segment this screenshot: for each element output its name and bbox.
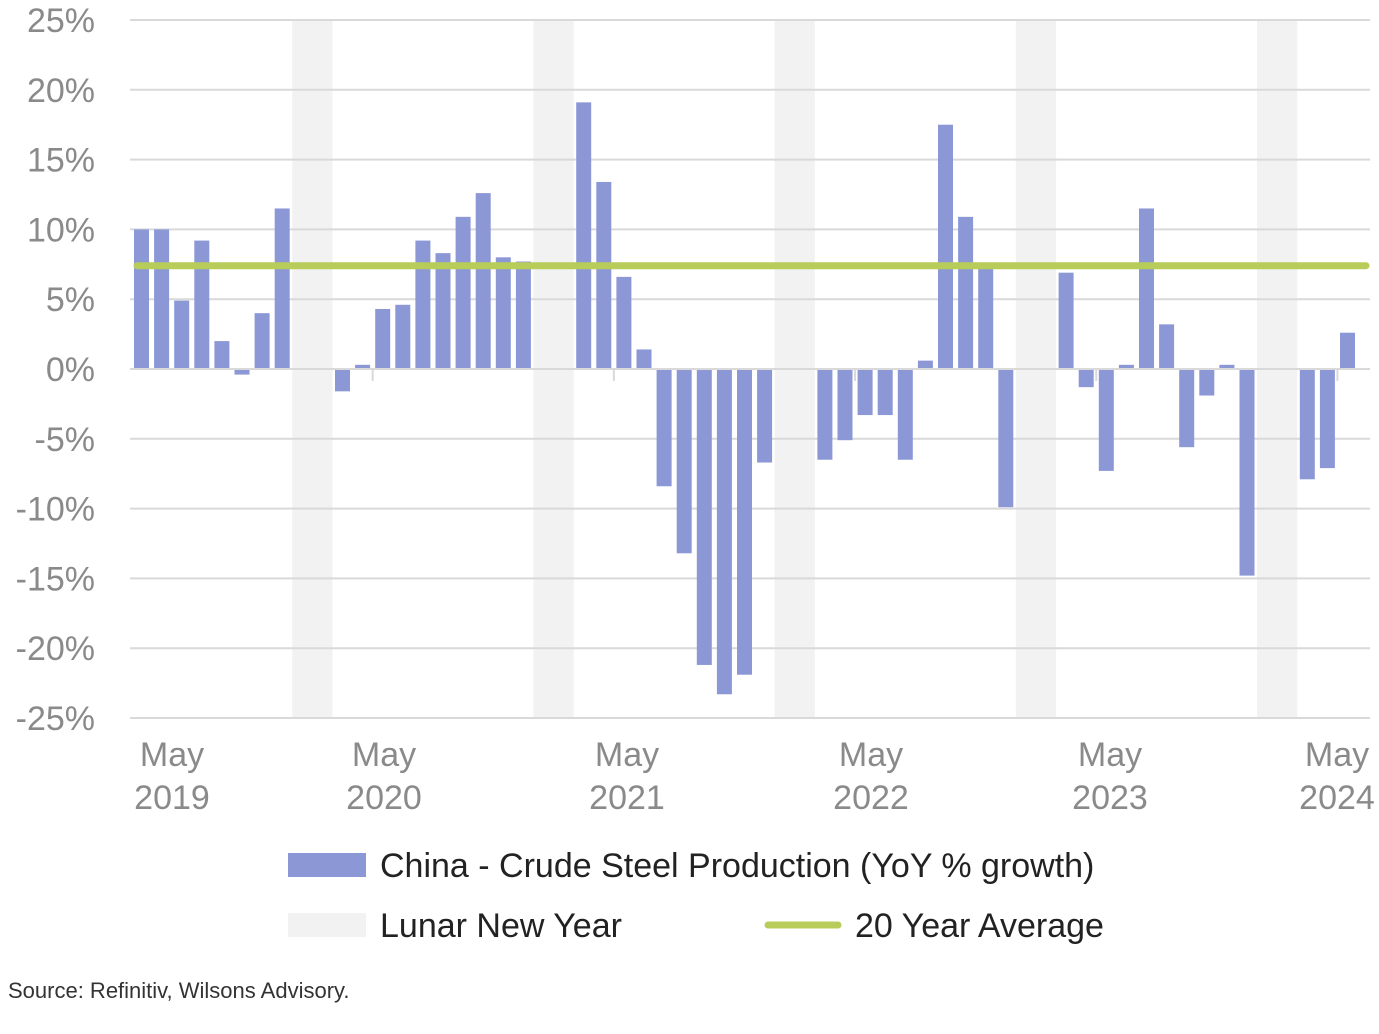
y-tick-label: -15% [16,560,95,598]
bar [837,369,853,441]
source-note: Source: Refinitiv, Wilsons Advisory. [8,978,350,1003]
x-axis: May 2019 May 2020 May 2021 May 2022 May 2023 May 20… [130,368,1375,817]
bar [757,369,773,463]
x-tick-label-year: 2023 [1072,779,1148,817]
x-tick-label-month: May [595,736,659,774]
bar [917,360,933,369]
bar [355,364,371,369]
bar [174,300,190,369]
bar [817,369,833,460]
y-tick-label: 25% [27,2,95,40]
y-tick-label: -20% [16,630,95,668]
bar [154,229,170,369]
y-tick-label: 15% [27,142,95,180]
bar [475,193,491,369]
x-tick-label-year: 2019 [134,779,210,817]
bar [455,216,471,369]
bar [375,308,391,369]
legend: China - Crude Steel Production (YoY % gr… [288,847,1104,945]
bar [676,369,692,554]
bar [576,102,592,369]
bar [1319,369,1335,469]
bar [1118,364,1134,369]
bar [1098,369,1114,471]
bar [1058,272,1074,369]
bar [1179,369,1195,448]
bar [515,261,531,369]
bar [596,181,612,369]
y-tick-label: -10% [16,491,95,529]
bar [897,369,913,460]
legend-swatch-steel-production [288,853,366,877]
x-tick-label-month: May [839,736,903,774]
x-tick-label-month: May [352,736,416,774]
bar [1078,369,1094,388]
bar [998,369,1014,508]
y-tick-label: 20% [27,72,95,110]
bar [1219,364,1235,369]
bar [716,369,732,695]
bar [495,257,511,369]
legend-label-lunar-new-year: Lunar New Year [380,907,622,945]
legend-label-steel-production: China - Crude Steel Production (YoY % gr… [380,847,1094,885]
legend-label-twenty-year-average: 20 Year Average [855,907,1104,945]
y-tick-label: -5% [35,421,95,459]
y-tick-label: 5% [46,281,95,319]
bar [696,369,712,665]
bar [656,369,672,487]
bar [234,369,250,375]
x-tick-label-year: 2022 [833,779,909,817]
bar [1340,332,1355,369]
bar [1159,324,1175,369]
bar [1139,208,1154,369]
y-tick-label: 10% [27,211,95,249]
x-tick-label-month: May [140,736,204,774]
bar [335,369,350,392]
bar [1299,369,1315,480]
bar [1199,369,1215,396]
bar [254,313,270,369]
bar [435,253,451,369]
y-tick-label: -25% [16,700,95,738]
x-tick-label-year: 2021 [589,779,665,817]
bar [978,264,994,369]
bar [395,304,411,369]
legend-swatch-lunar-new-year [288,913,366,937]
bar [214,341,230,369]
y-axis: 25% 20% 15% 10% 5% 0% -5% -10% -15% -20% -25% [16,2,95,738]
bar [938,124,953,369]
bar [857,369,873,416]
bar [616,276,632,369]
x-tick-label-month: May [1078,736,1142,774]
bar-series [134,102,1355,695]
bar [415,240,431,369]
y-tick-label: 0% [46,351,95,389]
bar [737,369,752,675]
chart: 25% 20% 15% 10% 5% 0% -5% -10% -15% -20% -25% May 2… [16,2,1375,945]
bar [274,208,290,369]
bar [877,369,893,416]
bar [1239,369,1255,576]
x-tick-label-month: May [1305,736,1369,774]
bar [194,240,210,369]
bar [958,216,974,369]
x-tick-label-year: 2024 [1299,779,1375,817]
bar [636,349,652,369]
bar [134,229,149,369]
x-tick-label-year: 2020 [346,779,422,817]
